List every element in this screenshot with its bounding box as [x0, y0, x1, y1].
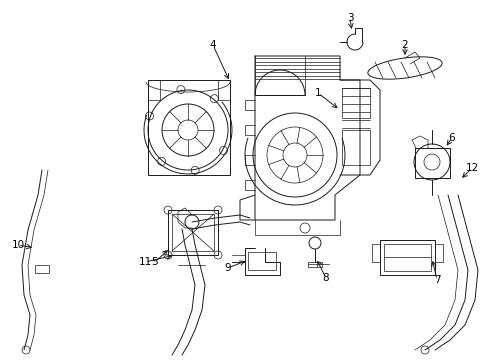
Bar — [379, 240, 434, 275]
Text: 3: 3 — [346, 13, 353, 23]
Text: 1: 1 — [314, 88, 321, 98]
Text: 10: 10 — [11, 240, 24, 250]
Bar — [341, 88, 369, 118]
Bar — [341, 130, 369, 165]
Text: 2: 2 — [401, 40, 407, 50]
Bar — [168, 210, 218, 255]
Bar — [172, 214, 214, 251]
Text: 9: 9 — [224, 263, 231, 273]
Bar — [307, 262, 321, 267]
Text: 7: 7 — [433, 275, 439, 285]
Bar — [383, 244, 430, 271]
Bar — [148, 80, 229, 175]
Text: 11: 11 — [138, 257, 151, 267]
Text: 8: 8 — [322, 273, 328, 283]
Text: 5: 5 — [151, 257, 158, 267]
Bar — [35, 265, 49, 273]
Text: 12: 12 — [465, 163, 478, 173]
Bar — [247, 252, 275, 270]
Text: 6: 6 — [448, 133, 454, 143]
Text: 4: 4 — [209, 40, 216, 50]
